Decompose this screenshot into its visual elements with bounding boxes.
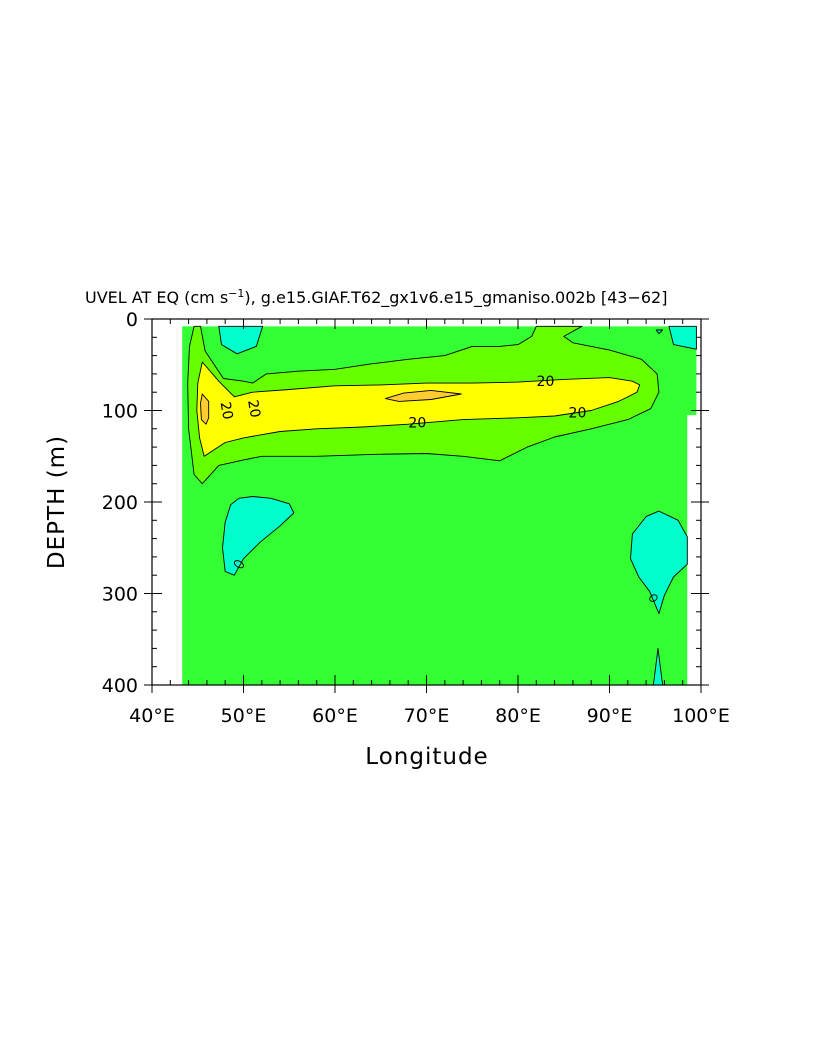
contour-label: 20	[537, 374, 555, 390]
contour-region-core	[200, 393, 210, 425]
x-tick-label: 100°E	[672, 705, 730, 727]
contour-region-negative	[630, 510, 688, 615]
contour-region-core	[384, 389, 462, 402]
contour-label: 20	[244, 399, 263, 419]
x-tick-label: 50°E	[221, 705, 267, 727]
y-tick-label: 200	[102, 492, 138, 514]
x-tick-label: 60°E	[312, 705, 358, 727]
x-tick-label: 90°E	[587, 705, 633, 727]
contour-fills	[182, 325, 697, 686]
chart-title: UVEL AT EQ (cm s−1), g.e15.GIAF.T62_gx1v…	[85, 287, 667, 308]
contour-region-band_strong	[196, 361, 641, 457]
y-axis-label: DEPTH (m)	[44, 435, 70, 569]
contour-region-negative	[218, 325, 264, 355]
contour-loop	[649, 594, 658, 602]
x-tick-label: 40°E	[129, 705, 175, 727]
contour-label: 20	[217, 401, 236, 421]
contour-label: 20	[408, 415, 426, 431]
contour-labels: 20 20 20 20 20	[217, 374, 587, 431]
x-axis-label: Longitude	[365, 744, 488, 770]
x-tick-label: 80°E	[495, 705, 541, 727]
axes: 40°E 50°E 60°E 70°E 80°E 90°E 100°E 0 100 200 300 4…	[102, 309, 730, 727]
contour-label: 20	[569, 405, 587, 421]
contour-loop	[233, 560, 244, 569]
y-tick-label: 0	[126, 309, 138, 331]
x-tick-label: 70°E	[404, 705, 450, 727]
y-tick-label: 100	[102, 401, 138, 423]
y-tick-label: 300	[102, 584, 138, 606]
y-tick-label: 400	[102, 675, 138, 697]
contour-region-negative	[668, 325, 697, 350]
contour-region-negative	[222, 496, 295, 576]
contour-region-negative	[655, 329, 664, 335]
